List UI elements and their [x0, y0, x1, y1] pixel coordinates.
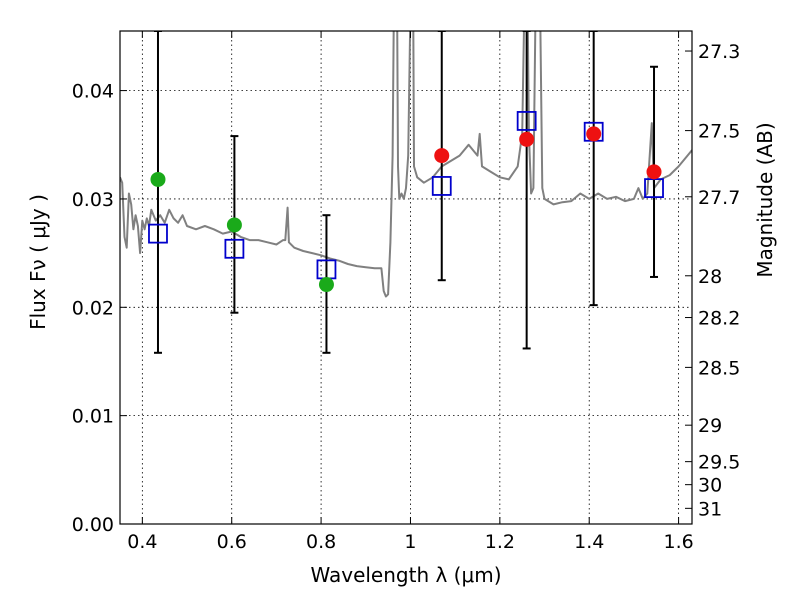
- y2-tick-label: 27.7: [698, 187, 740, 209]
- y2-tick-label: 27.3: [698, 41, 740, 63]
- plot-layer: [120, 31, 692, 354]
- y-tick-label: 0.02: [72, 297, 114, 319]
- y2-tick-label: 30: [698, 475, 722, 497]
- model-spectrum-line: [120, 31, 692, 298]
- y2-tick-label: 28: [698, 266, 722, 288]
- y2-tick-label: 28.2: [698, 308, 740, 330]
- y-tick-label: 0.03: [72, 189, 114, 211]
- y2-tick-label: 31: [698, 498, 722, 520]
- x-tick-label: 1: [404, 531, 416, 553]
- y2-tick-label: 29: [698, 415, 722, 437]
- y2-tick-label: 28.5: [698, 357, 740, 379]
- x-tick-label: 1.6: [663, 531, 693, 553]
- x-tick-label: 1.2: [485, 531, 515, 553]
- data-point-marker: [586, 126, 602, 142]
- y-tick-label: 0.04: [72, 81, 114, 103]
- model-square-marker: [516, 111, 537, 131]
- model-square-marker: [431, 176, 452, 196]
- x-tick-label: 1.4: [574, 531, 604, 553]
- y2-tick-label: 27.5: [698, 121, 740, 143]
- y-tick-label: 0.00: [72, 514, 114, 536]
- model-square-marker: [224, 238, 245, 259]
- data-point-marker: [318, 277, 334, 293]
- data-point-marker: [646, 164, 662, 180]
- y-axis: 0.00 0.01 0.02 0.03 0.04: [72, 81, 127, 536]
- x-tick-label: 0.4: [127, 531, 157, 553]
- y-tick-label: 0.01: [72, 406, 114, 428]
- x-axis-label: Wavelength λ (μm): [310, 563, 501, 587]
- x-tick-label: 0.8: [306, 531, 336, 553]
- plot-frame: [119, 30, 693, 525]
- data-point-marker: [226, 217, 242, 233]
- x-tick-label: 0.6: [217, 531, 247, 553]
- data-point-marker: [434, 148, 450, 164]
- model-square-marker: [148, 223, 168, 244]
- y-axis-label: Flux Fν ( μJy ): [26, 194, 50, 330]
- data-point-marker: [519, 131, 535, 147]
- data-point-marker: [150, 171, 166, 187]
- y2-tick-label: 29.5: [698, 452, 740, 474]
- grid-layer: [120, 31, 692, 524]
- y2-axis-label: Magnitude (AB): [753, 122, 777, 277]
- x-axis: 0.4 0.6 0.8 1 1.2 1.4 1.6: [127, 31, 694, 553]
